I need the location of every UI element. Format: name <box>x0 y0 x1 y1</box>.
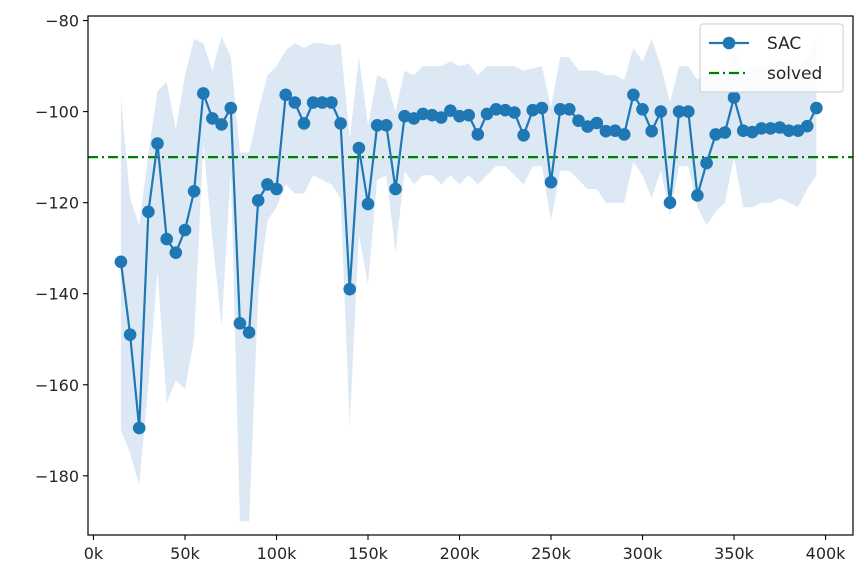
y-tick-label: −180 <box>35 467 79 486</box>
sac-data-point <box>361 197 375 211</box>
x-tick-label: 250k <box>531 544 572 563</box>
sac-data-point <box>700 156 713 170</box>
sac-data-point <box>380 119 393 132</box>
sac-data-point <box>691 189 704 202</box>
sac-data-point <box>636 103 649 116</box>
sac-data-point <box>132 421 146 435</box>
x-tick-label: 200k <box>440 544 481 563</box>
sac-data-point <box>572 114 585 127</box>
sac-data-point <box>462 108 476 122</box>
y-tick-label: −80 <box>45 12 79 31</box>
y-tick-label: −100 <box>35 103 79 122</box>
legend-sac-label: SAC <box>767 34 801 54</box>
sac-data-point <box>370 119 384 132</box>
sac-data-point <box>627 88 640 102</box>
sac-data-point <box>123 328 137 342</box>
sac-data-point <box>325 96 338 109</box>
x-tick-label: 150k <box>348 544 389 563</box>
sac-data-point <box>343 282 357 296</box>
y-tick-label: −140 <box>35 285 79 304</box>
plot-frame <box>87 15 854 536</box>
sac-data-point <box>727 91 741 104</box>
sac-data-point <box>160 232 173 246</box>
sac-data-point <box>453 109 466 123</box>
sac-data-point <box>279 88 293 102</box>
sac-data-point <box>617 128 631 141</box>
sac-data-point <box>544 175 558 189</box>
legend-sac-marker <box>722 36 736 50</box>
sac-data-point <box>682 105 695 118</box>
sac-data-point <box>242 326 256 339</box>
legend-solved-label: solved <box>767 64 822 84</box>
sac-data-point <box>334 117 347 130</box>
sac-data-point <box>489 103 503 116</box>
sac-data-point <box>233 317 247 330</box>
sac-data-point <box>178 223 192 237</box>
sac-data-point <box>764 122 777 135</box>
legend: SAC solved <box>699 23 844 93</box>
y-tick-label: −120 <box>35 194 79 213</box>
legend-box <box>699 23 844 93</box>
sac-data-point <box>810 101 823 115</box>
sac-data-point <box>800 119 814 133</box>
sac-data-point <box>114 255 128 269</box>
sac-data-point <box>444 104 457 117</box>
sac-data-point <box>471 128 485 141</box>
sac-data-point <box>297 117 311 130</box>
x-tick-label: 350k <box>714 544 755 563</box>
x-tick-label: 400k <box>806 544 847 563</box>
sac-data-point <box>672 105 686 118</box>
sac-data-point <box>563 103 576 116</box>
sac-data-point <box>151 137 164 150</box>
sac-data-point <box>197 87 210 100</box>
sac-data-point <box>215 118 228 131</box>
sac-data-point <box>590 116 604 130</box>
sac-data-point <box>142 205 155 219</box>
sac-data-point <box>663 196 677 209</box>
sac-data-point <box>599 124 613 138</box>
x-tick-label: 50k <box>170 544 200 563</box>
sac-data-point <box>389 182 402 196</box>
sac-data-point <box>508 106 521 119</box>
sac-data-point <box>169 246 183 259</box>
axes: 0k 50k 100k 150k 200k 250k 300k 350k 400k −80 −100… <box>35 12 846 563</box>
sac-data-point <box>206 112 219 125</box>
sac-data-point <box>654 105 668 118</box>
sac-data-point <box>645 124 658 138</box>
sac-data-point <box>251 194 265 207</box>
sac-data-point <box>352 141 366 155</box>
sac-data-point <box>306 96 320 109</box>
sac-data-point <box>517 129 530 142</box>
sac-data-point <box>316 96 329 109</box>
sac-data-point <box>416 107 430 121</box>
sac-data-point <box>187 185 201 198</box>
sac-data-point <box>288 96 302 109</box>
x-tick-label: 300k <box>623 544 664 563</box>
sac-data-point <box>782 124 796 137</box>
sac-data-point <box>718 126 732 139</box>
sac-data-point <box>224 101 238 115</box>
x-tick-label: 100k <box>257 544 298 563</box>
sac-data-point <box>553 103 567 116</box>
sac-data-point <box>434 111 448 124</box>
x-tick-label: 0k <box>84 544 104 563</box>
sac-data-point <box>755 122 768 135</box>
sac-data-point <box>535 101 549 115</box>
y-tick-label: −160 <box>35 376 79 395</box>
plot-area <box>88 36 853 522</box>
sac-data-point <box>270 182 283 196</box>
